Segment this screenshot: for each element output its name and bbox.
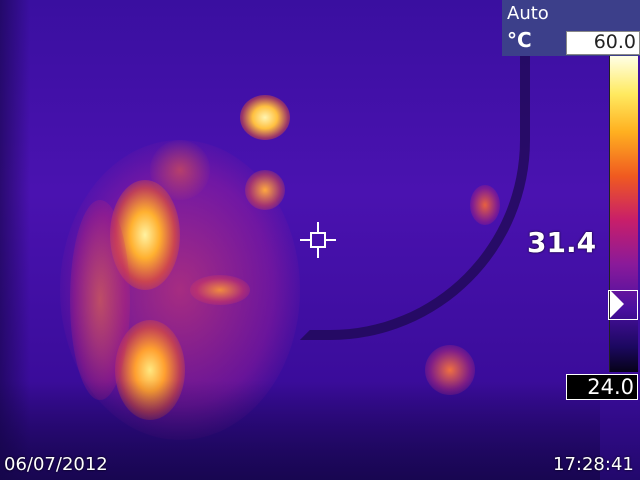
color-scale-bar <box>609 56 638 372</box>
unit-label: °C <box>507 28 532 52</box>
capture-date: 06/07/2012 <box>4 454 108 475</box>
level-marker-icon <box>610 290 624 318</box>
scale-max-box <box>566 31 640 55</box>
spot-temperature: 31.4 <box>527 226 597 259</box>
range-mode-label: Auto <box>507 3 549 24</box>
spot-crosshair-icon <box>300 222 336 258</box>
scale-max-value: 60.0 <box>593 31 636 53</box>
capture-time: 17:28:41 <box>553 454 634 475</box>
scale-min-value: 24.0 <box>587 375 634 399</box>
scale-min-box <box>566 374 638 400</box>
